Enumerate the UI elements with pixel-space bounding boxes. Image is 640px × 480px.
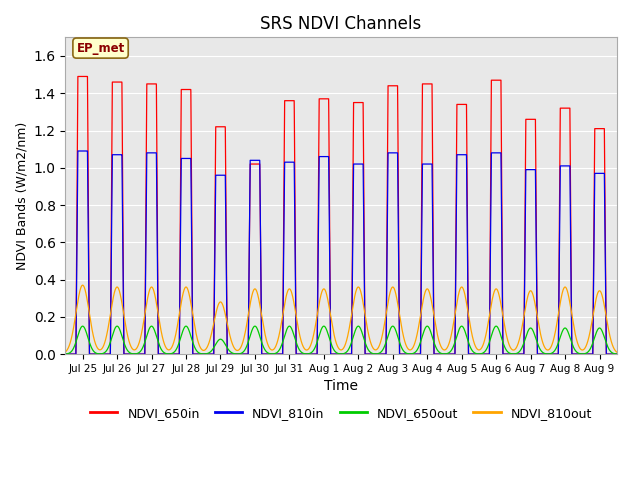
NDVI_810out	[261, 332, 269, 337]
NDVI_810out	[470, 340, 478, 346]
NDVI_810in	[90, 351, 97, 357]
NDVI_650in	[388, 83, 396, 89]
NDVI_810in	[412, 351, 420, 357]
Legend: NDVI_650in, NDVI_810in, NDVI_650out, NDVI_810out: NDVI_650in, NDVI_810in, NDVI_650out, NDV…	[85, 402, 597, 424]
NDVI_650out	[500, 341, 508, 347]
NDVI_650out	[613, 351, 621, 357]
X-axis label: Time: Time	[324, 379, 358, 394]
NDVI_810in	[74, 148, 82, 154]
NDVI_650in	[261, 351, 269, 357]
NDVI_650in	[470, 351, 478, 357]
NDVI_650in	[90, 351, 97, 357]
NDVI_810out	[388, 285, 396, 291]
NDVI_650out	[470, 350, 478, 356]
NDVI_810out	[61, 349, 69, 355]
NDVI_810in	[261, 351, 269, 357]
Title: SRS NDVI Channels: SRS NDVI Channels	[260, 15, 422, 33]
NDVI_650in	[61, 351, 69, 357]
NDVI_810in	[613, 351, 621, 357]
NDVI_650out	[388, 324, 396, 330]
Line: NDVI_810out: NDVI_810out	[65, 285, 617, 352]
NDVI_650in	[500, 351, 508, 357]
NDVI_810in	[61, 351, 69, 357]
NDVI_650out	[412, 349, 420, 355]
NDVI_810out	[412, 337, 420, 343]
NDVI_650in	[412, 351, 420, 357]
NDVI_650in	[74, 73, 82, 79]
Line: NDVI_810in: NDVI_810in	[65, 151, 617, 354]
NDVI_810in	[388, 150, 396, 156]
NDVI_810out	[500, 317, 508, 323]
NDVI_810out	[90, 332, 97, 338]
NDVI_810out	[79, 282, 86, 288]
NDVI_810out	[613, 349, 621, 355]
NDVI_650out	[79, 323, 86, 329]
NDVI_650out	[61, 351, 69, 357]
Line: NDVI_650in: NDVI_650in	[65, 76, 617, 354]
Y-axis label: NDVI Bands (W/m2/nm): NDVI Bands (W/m2/nm)	[15, 121, 28, 270]
NDVI_810in	[470, 351, 478, 357]
Text: EP_met: EP_met	[76, 42, 125, 55]
NDVI_650out	[261, 347, 269, 353]
Line: NDVI_650out: NDVI_650out	[65, 326, 617, 354]
NDVI_650in	[613, 351, 621, 357]
NDVI_810in	[500, 351, 508, 357]
NDVI_650out	[90, 348, 97, 353]
